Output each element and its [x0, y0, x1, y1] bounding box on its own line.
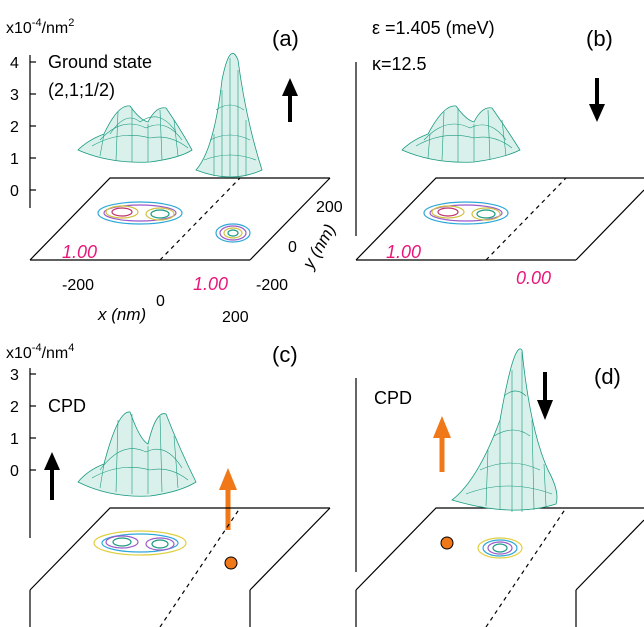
- panel-a-xtick-label: 0: [156, 293, 165, 310]
- panel-a-ytick-label: 2: [10, 119, 19, 136]
- panel-a-yunit-x10: x10: [6, 20, 32, 37]
- panel-d-cpd: CPD: [374, 388, 412, 408]
- panel-a-y2tick-label: 0: [288, 239, 297, 256]
- panel-a-yunit-per: /nm: [42, 20, 69, 37]
- panel-c-spin-up-arrow: [44, 452, 60, 500]
- panel-d-fixed-electron: [440, 536, 454, 550]
- panel-c-ytick-label: 1: [10, 431, 19, 448]
- panel-b-epsilon: ε =1.405 (meV): [372, 18, 495, 38]
- panel-b-label: (b): [586, 26, 613, 51]
- panel-a-y2tick-label: 200: [316, 199, 343, 216]
- panel-c-contours: [93, 530, 187, 556]
- panel-b-weight-left: 1.00: [386, 242, 421, 262]
- panel-d-contours: [477, 537, 523, 559]
- panel-c-ytick-label: 2: [10, 399, 19, 416]
- panel-a-yunit: x10-4/nm2: [6, 17, 74, 37]
- panel-c-ytick-label: 0: [10, 463, 19, 480]
- panel-d-label: (d): [594, 364, 621, 389]
- panel-a-xtick-label: 200: [222, 309, 249, 326]
- panel-c-surface: [77, 411, 197, 497]
- panel-a-floor: [29, 177, 331, 261]
- panel-c-cpd: CPD: [48, 396, 86, 416]
- panel-c-yunit-per: /nm: [42, 345, 69, 362]
- panel-a-subtitle: (2,1;1/2): [48, 80, 115, 100]
- panel-a-xaxis: -200 0 200 x (nm): [62, 277, 249, 326]
- panel-a-yunit-exp: -4: [32, 17, 42, 29]
- panel-a-xaxis-label: x (nm): [97, 305, 146, 324]
- panel-c-yunit-exp: -4: [32, 342, 42, 354]
- panel-a-xtick-label: -200: [62, 277, 94, 294]
- panel-a-contours: [97, 201, 251, 243]
- panel-d-spin-down-arrow: [537, 372, 553, 420]
- panel-b-floor: [355, 177, 644, 261]
- panel-a-spin-up-arrow: [282, 78, 298, 122]
- panel-d-floor: [355, 507, 644, 627]
- panel-c-fixed-electron: [224, 556, 238, 570]
- panel-a-yticks: 4 3 2 1 0: [10, 55, 36, 200]
- panel-a-ytick-label: 3: [10, 87, 19, 104]
- panel-a: x10-4/nm2 4 3 2 1 0 Ground state (2,1;1/…: [6, 17, 343, 326]
- panel-c-yunit: x10-4/nm4: [6, 342, 74, 362]
- panel-a-yaxis-label: y (nm): [299, 221, 340, 273]
- panel-b-spin-down-arrow: [589, 78, 605, 122]
- panel-c-fixed-spin-arrow: [219, 468, 237, 530]
- panel-c-ytick-label: 3: [10, 367, 19, 384]
- panel-a-label: (a): [272, 26, 299, 51]
- panel-a-weight-left: 1.00: [62, 242, 97, 262]
- panel-d-fixed-spin-arrow: [433, 416, 451, 472]
- panel-c-label: (c): [272, 342, 298, 367]
- panel-a-yaxis: 200 0 -200 y (nm): [256, 199, 343, 294]
- panel-a-title: Ground state: [48, 52, 152, 72]
- panel-a-ytick-label: 0: [10, 183, 19, 200]
- panel-b-contours: [423, 201, 509, 225]
- panel-a-yunit-pow: 2: [68, 17, 74, 29]
- panel-b: ε =1.405 (meV) κ=12.5 (b): [355, 18, 644, 288]
- panel-d: CPD (d): [355, 348, 644, 627]
- panel-b-kappa: κ=12.5: [372, 54, 427, 74]
- panel-b-weight-right: 0.00: [516, 268, 551, 288]
- panel-c: x10-4/nm4 3 2 1 0 CPD (c): [6, 342, 331, 627]
- panel-a-weight-right: 1.00: [193, 274, 228, 294]
- panel-b-surface: [401, 105, 521, 163]
- panel-a-surface: [77, 53, 263, 178]
- panel-c-yticks: 3 2 1 0: [10, 367, 36, 480]
- panel-a-ytick-label: 4: [10, 55, 19, 72]
- panel-a-ytick-label: 1: [10, 151, 19, 168]
- panel-c-yunit-pow: 4: [68, 342, 74, 354]
- panel-c-yunit-x10: x10: [6, 345, 32, 362]
- panel-d-surface: [451, 348, 558, 512]
- panel-c-floor: [29, 507, 331, 627]
- panel-a-y2tick-label: -200: [256, 277, 288, 294]
